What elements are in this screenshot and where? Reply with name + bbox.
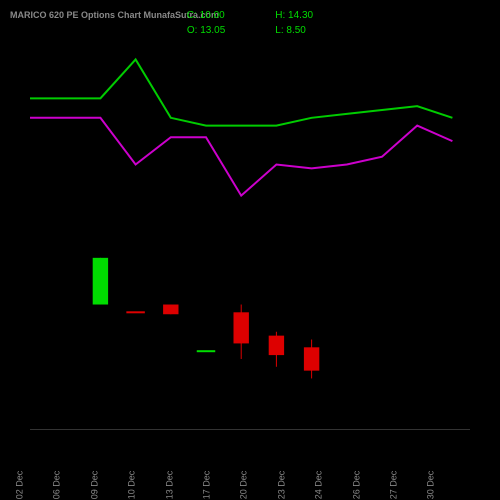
ohlc-col-1: C: 10.00 O: 13.05 [187,10,225,36]
candle-body [269,336,284,355]
low-value: L: 8.50 [275,25,313,36]
chart-svg [30,40,470,429]
high-value: H: 14.30 [275,10,313,21]
x-axis-label: 30 Dec [426,471,486,500]
candle-body [163,305,178,315]
chart-plot-area [30,40,470,430]
candle-body [126,311,144,313]
candle-body [93,258,108,305]
indicator-line [30,59,452,125]
candle-body [197,350,215,352]
close-value: C: 10.00 [187,10,225,21]
ohlc-display: C: 10.00 O: 13.05 H: 14.30 L: 8.50 [0,10,500,36]
ohlc-col-2: H: 14.30 L: 8.50 [275,10,313,36]
chart-container: MARICO 620 PE Options Chart MunafaSutra.… [0,0,500,500]
candle-body [304,347,319,370]
x-axis: 02 Dec06 Dec09 Dec10 Dec13 Dec17 Dec20 D… [30,435,470,495]
candle-body [234,312,249,343]
open-value: O: 13.05 [187,25,225,36]
indicator-line [30,118,452,196]
